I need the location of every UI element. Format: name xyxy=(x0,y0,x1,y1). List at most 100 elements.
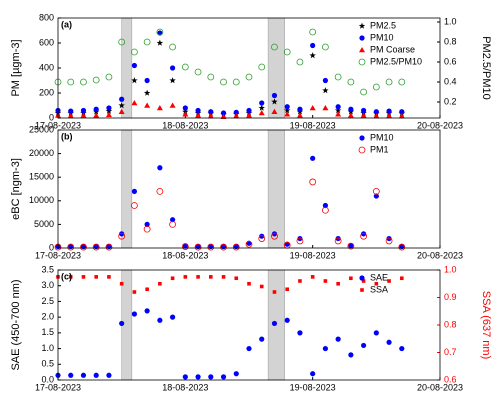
marker xyxy=(310,42,316,49)
marker xyxy=(220,78,227,86)
marker xyxy=(321,43,329,51)
marker xyxy=(143,89,151,96)
y-tick-label: 800 xyxy=(39,12,54,22)
y-tick-label: 5000 xyxy=(34,219,54,229)
marker xyxy=(272,290,277,294)
marker xyxy=(347,112,354,118)
marker xyxy=(131,100,138,106)
marker xyxy=(131,188,137,194)
marker xyxy=(322,202,328,209)
marker xyxy=(359,47,365,53)
marker xyxy=(220,110,227,116)
x-tick-label: 18-08-2023 xyxy=(162,250,208,260)
marker xyxy=(182,374,188,380)
y-tick-label: 25000 xyxy=(29,124,54,134)
marker xyxy=(207,243,215,251)
marker xyxy=(158,281,162,286)
marker xyxy=(259,233,265,239)
marker xyxy=(182,111,189,117)
marker xyxy=(284,241,290,247)
marker xyxy=(183,275,188,279)
marker xyxy=(374,281,379,286)
legend-label: SSA xyxy=(370,284,388,294)
marker xyxy=(373,193,379,199)
marker xyxy=(80,107,87,114)
marker xyxy=(361,342,367,349)
marker xyxy=(246,240,252,246)
marker xyxy=(156,39,164,46)
marker xyxy=(309,178,317,186)
legend-label: PM2.5/PM10 xyxy=(370,56,422,66)
legend-label: SAE xyxy=(370,272,388,282)
marker xyxy=(310,275,315,279)
marker xyxy=(157,317,163,323)
marker xyxy=(360,112,367,118)
x-tick-label: 19-08-2023 xyxy=(290,250,336,260)
marker xyxy=(322,345,328,352)
marker xyxy=(170,314,176,320)
marker xyxy=(157,30,163,36)
marker xyxy=(67,243,75,251)
marker xyxy=(348,243,354,249)
y2-tick-label: 0.2 xyxy=(444,96,457,106)
marker xyxy=(143,225,151,233)
marker xyxy=(207,73,215,81)
y-tick-label: 400 xyxy=(39,62,54,72)
marker xyxy=(106,372,112,378)
marker xyxy=(322,105,329,111)
y2-tick-label: 0.6 xyxy=(444,374,457,384)
y2-axis-label: SSA (637 nm) xyxy=(480,291,492,359)
y2-tick-label: 0.7 xyxy=(444,347,457,357)
marker xyxy=(349,276,353,281)
marker xyxy=(259,336,265,342)
marker xyxy=(323,279,328,283)
marker xyxy=(170,217,176,223)
y-tick-label: 1.0 xyxy=(41,343,54,353)
marker xyxy=(92,243,100,251)
plot-frame xyxy=(57,269,441,381)
marker xyxy=(399,109,405,115)
panel-label: (c) xyxy=(61,271,72,281)
marker xyxy=(245,240,253,248)
marker xyxy=(335,235,341,242)
marker xyxy=(181,63,189,71)
marker xyxy=(358,22,366,29)
marker xyxy=(296,237,304,245)
marker xyxy=(80,372,87,378)
marker xyxy=(220,374,227,380)
marker xyxy=(271,108,278,114)
legend-label: PM1 xyxy=(370,144,389,154)
marker xyxy=(130,202,138,209)
y-tick-label: 2.5 xyxy=(41,296,54,306)
marker xyxy=(209,275,213,279)
marker xyxy=(234,276,239,281)
marker xyxy=(233,371,239,377)
y-tick-label: 15000 xyxy=(29,172,54,182)
marker xyxy=(195,107,201,114)
marker xyxy=(398,113,405,119)
marker xyxy=(169,43,177,51)
marker xyxy=(271,231,278,237)
marker xyxy=(68,275,73,279)
marker xyxy=(360,288,364,292)
marker xyxy=(181,243,189,250)
y2-tick-label: 1.0 xyxy=(444,16,457,26)
marker xyxy=(271,43,278,51)
marker xyxy=(233,113,240,119)
marker xyxy=(348,352,354,358)
marker xyxy=(359,135,365,141)
marker xyxy=(105,111,112,118)
marker xyxy=(271,92,278,99)
marker xyxy=(208,374,214,380)
y-axis-label: PM [µgm-3] xyxy=(10,39,22,96)
marker xyxy=(156,187,164,195)
marker xyxy=(360,88,368,96)
marker xyxy=(334,237,342,245)
marker xyxy=(398,243,406,251)
marker xyxy=(144,221,150,227)
marker xyxy=(372,187,380,195)
marker xyxy=(347,78,355,86)
y2-tick-label: 0.4 xyxy=(444,76,457,86)
marker xyxy=(247,281,251,286)
marker xyxy=(119,320,125,327)
